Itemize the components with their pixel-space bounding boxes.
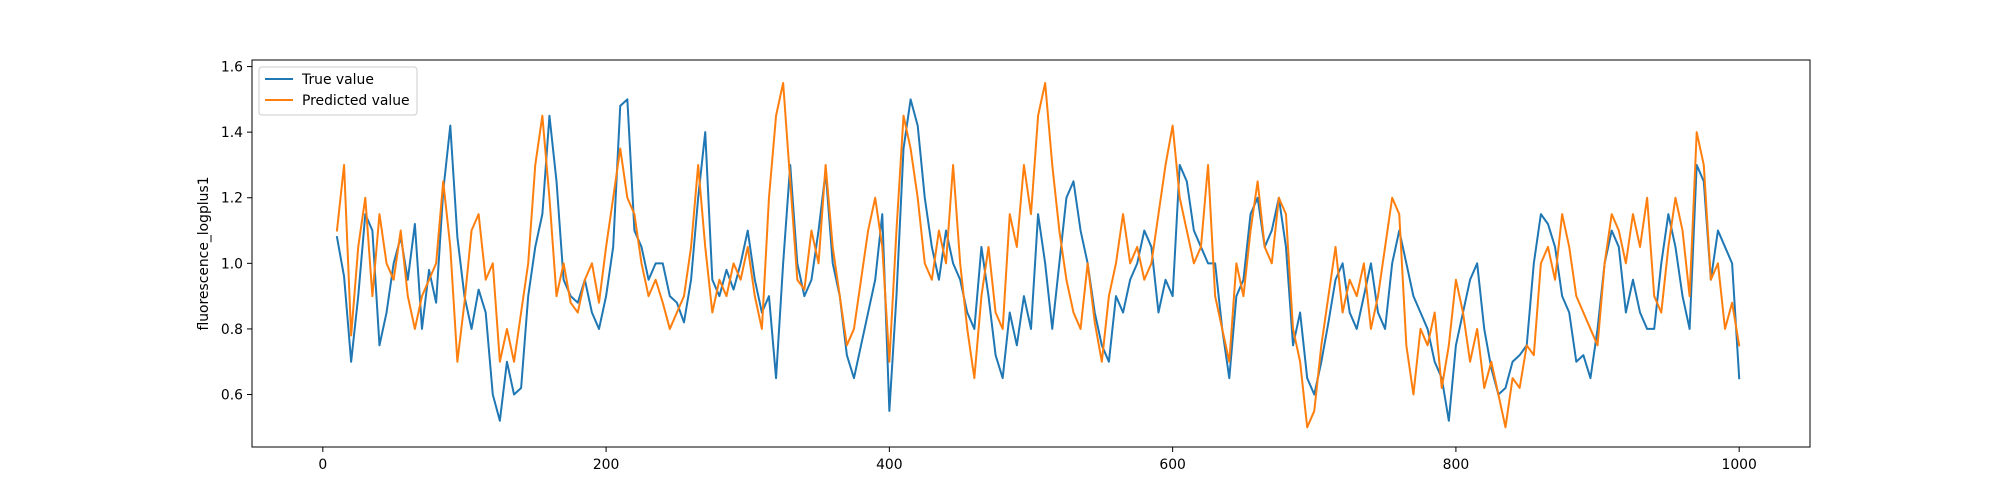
- y-tick-label: 1.4: [221, 125, 243, 141]
- y-tick-label: 1.2: [221, 191, 243, 207]
- y-tick-label: 0.6: [221, 388, 243, 404]
- legend-label-predicted-value: Predicted value: [302, 93, 410, 109]
- series-line-predicted-value: [335, 81, 1741, 429]
- x-tick-label: 400: [876, 457, 903, 473]
- x-tick-label: 1000: [1722, 457, 1757, 473]
- y-tick-label: 1.6: [221, 60, 243, 76]
- plot-frame: [251, 59, 1811, 448]
- legend: True value Predicted value: [258, 66, 418, 116]
- y-axis: 0.6 0.8 1.0 1.2 1.4 1.6: [221, 60, 252, 404]
- y-tick-label: 0.8: [221, 322, 243, 338]
- y-tick-label: 1.0: [221, 256, 243, 272]
- x-tick-label: 600: [1159, 457, 1186, 473]
- x-tick-label: 800: [1443, 457, 1470, 473]
- x-tick-label: 200: [593, 457, 620, 473]
- series-layer: [335, 81, 1741, 429]
- y-axis-label: fluorescence_logplus1: [196, 176, 212, 330]
- x-axis: 0 200 400 600 800 1000: [318, 447, 1757, 473]
- legend-label-true-value: True value: [301, 72, 374, 88]
- x-tick-label: 0: [318, 457, 327, 473]
- legend-box: [258, 66, 418, 116]
- series-line-true-value: [335, 98, 1741, 422]
